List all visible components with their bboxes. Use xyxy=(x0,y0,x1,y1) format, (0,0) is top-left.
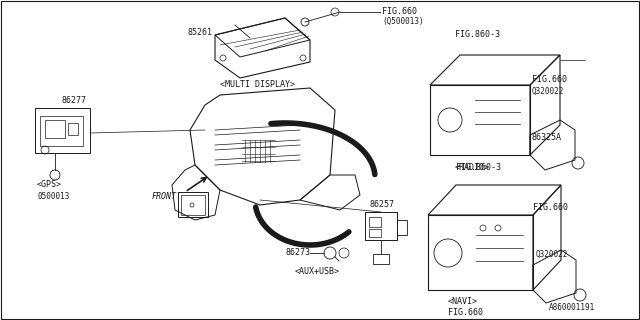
Text: <NAVI>: <NAVI> xyxy=(448,297,478,306)
Text: Q320022: Q320022 xyxy=(536,250,568,259)
Text: FRONT: FRONT xyxy=(152,192,177,201)
Text: 86325A: 86325A xyxy=(532,133,562,142)
Text: <AUX+USB>: <AUX+USB> xyxy=(295,267,340,276)
Bar xyxy=(178,192,208,217)
Bar xyxy=(68,123,78,135)
Bar xyxy=(397,220,407,235)
Text: FIG.860-3: FIG.860-3 xyxy=(456,163,501,172)
Text: 0500013: 0500013 xyxy=(37,192,69,201)
Text: 86273: 86273 xyxy=(285,248,310,257)
Text: 86277: 86277 xyxy=(62,96,87,105)
Bar xyxy=(369,217,381,227)
Text: A860001191: A860001191 xyxy=(548,303,595,312)
Text: FIG.860-3: FIG.860-3 xyxy=(455,30,500,39)
Text: <MULTI DISPLAY>: <MULTI DISPLAY> xyxy=(220,80,295,89)
Text: FIG.660: FIG.660 xyxy=(533,203,568,212)
Text: Q320022: Q320022 xyxy=(532,87,564,96)
Text: FIG.660: FIG.660 xyxy=(382,7,417,16)
Bar xyxy=(369,229,381,237)
Bar xyxy=(181,195,205,215)
Text: 86257: 86257 xyxy=(370,200,395,209)
Text: 85261: 85261 xyxy=(188,28,213,37)
Text: <GPS>: <GPS> xyxy=(37,180,62,189)
Text: (Q500013): (Q500013) xyxy=(382,17,424,26)
Bar xyxy=(365,212,397,240)
Bar xyxy=(45,120,65,138)
Text: <RADIO>: <RADIO> xyxy=(455,163,490,172)
Text: FIG.660: FIG.660 xyxy=(532,75,567,84)
Bar xyxy=(373,254,389,264)
Text: FIG.660: FIG.660 xyxy=(448,308,483,317)
